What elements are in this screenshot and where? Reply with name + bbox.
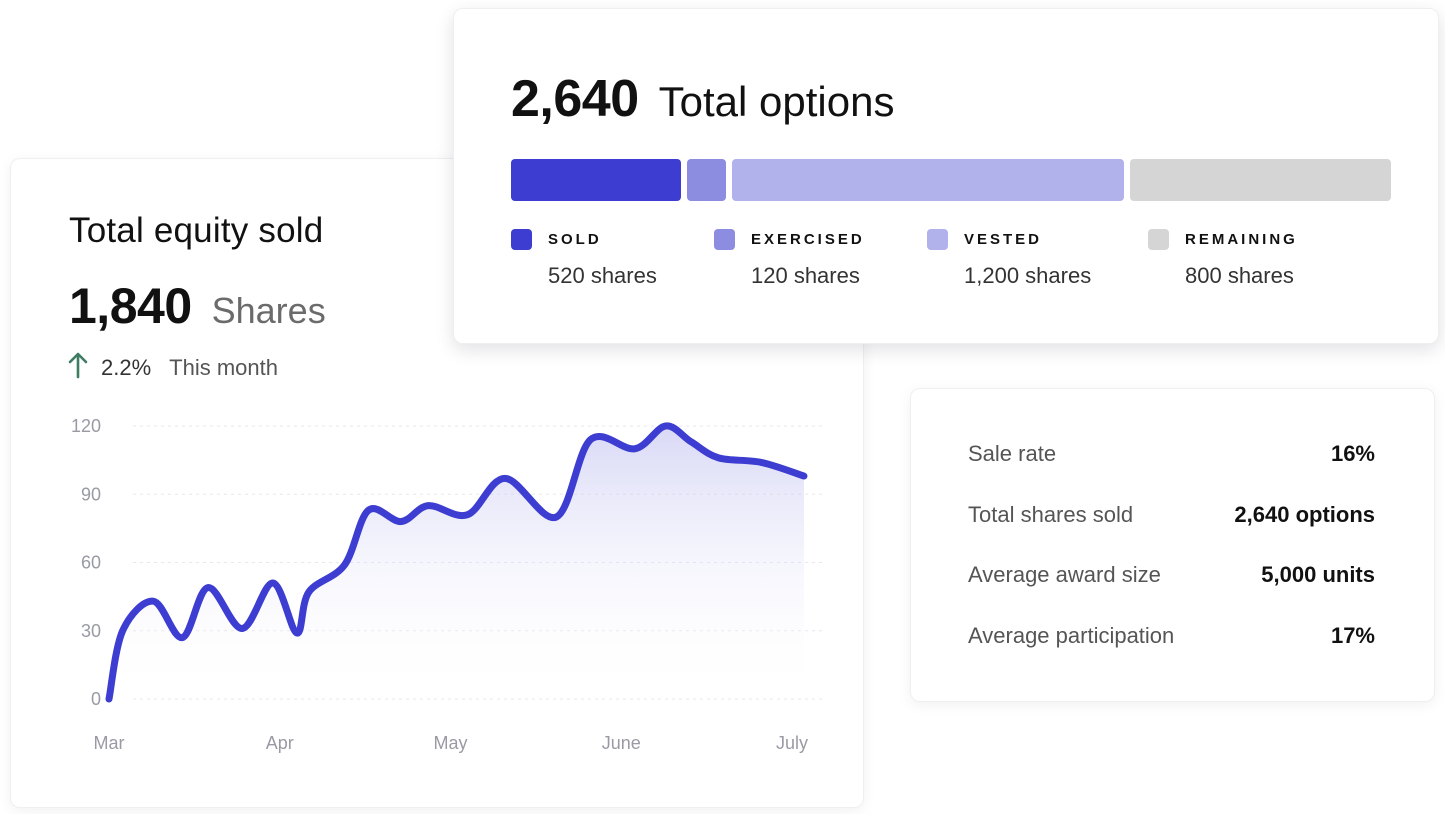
legend-value: 120 shares [751, 263, 860, 288]
equity-unit: Shares [211, 290, 326, 331]
equity-value: 1,840 [69, 278, 192, 334]
legend-label: EXERCISED [751, 231, 865, 248]
growth-period: This month [169, 355, 278, 380]
equity-card-title: Total equity sold [69, 211, 324, 250]
legend-swatch-sold [511, 229, 532, 250]
options-breakdown-bar [511, 159, 1391, 201]
bar-segment-sold [511, 159, 681, 201]
stat-value: 2,640 options [1234, 502, 1375, 527]
y-axis-ticks: 0 30 60 90 120 [71, 416, 101, 709]
equity-value-row: 1,840 Shares [69, 277, 326, 335]
equity-stats-card: Sale rate 16% Total shares sold 2,640 op… [910, 388, 1435, 702]
x-tick-label: Apr [266, 733, 294, 753]
chart-area-fill [109, 425, 804, 699]
stat-row-average-award-size: Average award size 5,000 units [968, 562, 1375, 588]
bar-segment-remaining [1129, 159, 1391, 201]
stat-value: 17% [1330, 623, 1375, 648]
growth-indicator: 2.2% This month [67, 351, 278, 385]
x-tick-label: June [602, 733, 641, 753]
stat-row-sale-rate: Sale rate 16% [968, 441, 1375, 467]
legend-swatch-vested [927, 229, 948, 250]
growth-percent: 2.2% [101, 355, 152, 380]
x-tick-label: May [433, 733, 467, 753]
bar-segment-exercised [686, 159, 726, 201]
options-header: 2,640 Total options [511, 69, 894, 129]
arrow-up-icon [67, 351, 89, 385]
bar-segment-vested [731, 159, 1124, 201]
legend-value: 800 shares [1185, 263, 1294, 288]
equity-line-chart: 0 30 60 90 120 Mar Apr May June July [71, 416, 823, 753]
legend-swatch-remaining [1148, 229, 1169, 250]
legend-value: 1,200 shares [964, 263, 1092, 288]
stat-value: 16% [1330, 441, 1375, 466]
chart-series-line [105, 422, 808, 703]
stat-label: Average participation [968, 623, 1175, 648]
x-tick-label: Mar [94, 733, 125, 753]
legend-label: SOLD [548, 231, 602, 248]
x-tick-label: July [776, 733, 808, 753]
stat-value: 5,000 units [1261, 562, 1375, 587]
x-axis-ticks: Mar Apr May June July [94, 733, 809, 753]
stat-row-average-participation: Average participation 17% [968, 623, 1375, 649]
y-tick-label: 0 [91, 689, 101, 709]
total-options-card: 2,640 Total options SOLD 520 shares EXER… [453, 8, 1439, 344]
stat-label: Average award size [968, 562, 1161, 587]
y-tick-label: 60 [81, 553, 101, 573]
legend-value: 520 shares [548, 263, 657, 288]
stat-row-total-shares-sold: Total shares sold 2,640 options [968, 502, 1375, 528]
legend-label: REMAINING [1185, 231, 1298, 248]
y-tick-label: 120 [71, 416, 101, 436]
legend-label: VESTED [964, 231, 1043, 248]
options-label: Total options [658, 78, 895, 125]
options-total: 2,640 [511, 70, 639, 128]
stat-label: Sale rate [968, 441, 1057, 466]
y-tick-label: 90 [81, 484, 101, 504]
legend-swatch-exercised [714, 229, 735, 250]
y-tick-label: 30 [81, 621, 101, 641]
stat-label: Total shares sold [968, 502, 1134, 527]
